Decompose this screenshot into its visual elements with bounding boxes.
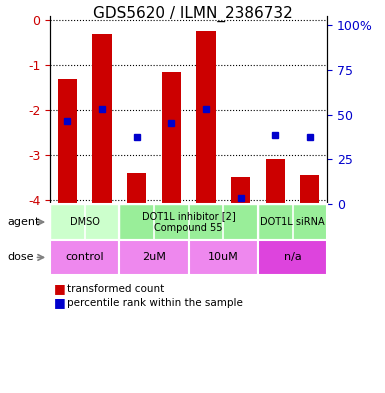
Text: agent: agent <box>8 217 40 227</box>
Text: ■: ■ <box>54 296 66 309</box>
Bar <box>92 34 112 204</box>
Text: DOT1L inhibitor [2]
Compound 55: DOT1L inhibitor [2] Compound 55 <box>142 211 236 233</box>
Bar <box>58 79 77 204</box>
Text: percentile rank within the sample: percentile rank within the sample <box>67 298 243 308</box>
Bar <box>300 175 320 204</box>
Bar <box>266 160 285 204</box>
Bar <box>127 173 146 204</box>
Text: dose: dose <box>8 252 34 263</box>
Text: DOT1L siRNA: DOT1L siRNA <box>260 217 325 227</box>
Bar <box>196 31 216 204</box>
Text: n/a: n/a <box>284 252 301 263</box>
Text: ■: ■ <box>54 282 66 296</box>
Text: control: control <box>65 252 104 263</box>
Text: 2uM: 2uM <box>142 252 166 263</box>
Text: DMSO: DMSO <box>70 217 100 227</box>
Text: transformed count: transformed count <box>67 284 165 294</box>
Text: 10uM: 10uM <box>208 252 239 263</box>
Bar <box>162 72 181 204</box>
Bar <box>231 177 250 204</box>
Text: GDS5620 / ILMN_2386732: GDS5620 / ILMN_2386732 <box>93 6 292 22</box>
